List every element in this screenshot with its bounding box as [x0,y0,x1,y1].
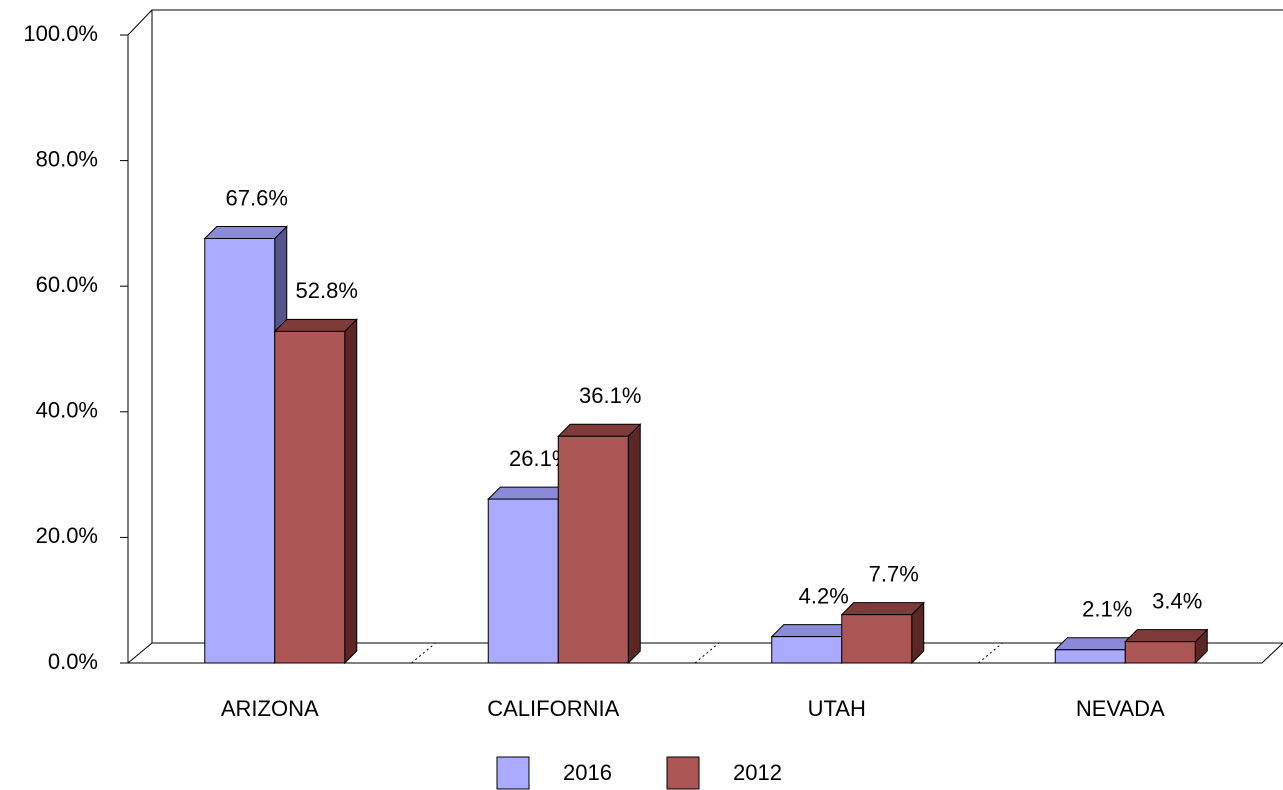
value-label: 2.1% [1082,597,1132,622]
legend-swatch [496,756,530,790]
bar [557,435,629,664]
y-tick-label: 20.0% [36,523,98,548]
value-label: 36.1% [579,383,641,408]
x-tick-label: ARIZONA [221,696,319,721]
y-tick-label: 100.0% [23,21,98,46]
x-tick-label: UTAH [808,696,866,721]
bar [841,614,913,664]
bar-top [1124,629,1209,643]
value-label: 4.2% [799,583,849,608]
legend-swatch [666,756,700,790]
y-tick-label: 60.0% [36,272,98,297]
value-label: 7.7% [869,561,919,586]
value-label: 67.6% [226,185,288,210]
legend-label: 2012 [733,760,782,785]
floor-divider [694,642,720,664]
y-tick-label: 40.0% [36,398,98,423]
bar-side [627,423,641,665]
floor-divider [978,642,1003,664]
x-tick-label: NEVADA [1076,696,1165,721]
wall-edge [127,9,1283,663]
value-label: 52.8% [296,278,358,303]
y-tick-label: 80.0% [36,146,98,171]
bar [274,330,346,664]
bar-top [273,318,358,332]
bar-top [203,225,288,239]
bar [1054,649,1126,664]
y-tick-label: 0.0% [48,649,98,674]
legend-label: 2016 [563,760,612,785]
bar-side [344,318,358,665]
bar [1124,641,1196,664]
floor-divider [411,642,436,664]
x-tick-label: CALIFORNIA [487,696,619,721]
bar-top [840,602,925,616]
bar-top [557,423,642,437]
bar [487,498,559,664]
value-label: 3.4% [1152,588,1202,613]
bar [204,237,276,664]
bar [771,636,843,664]
